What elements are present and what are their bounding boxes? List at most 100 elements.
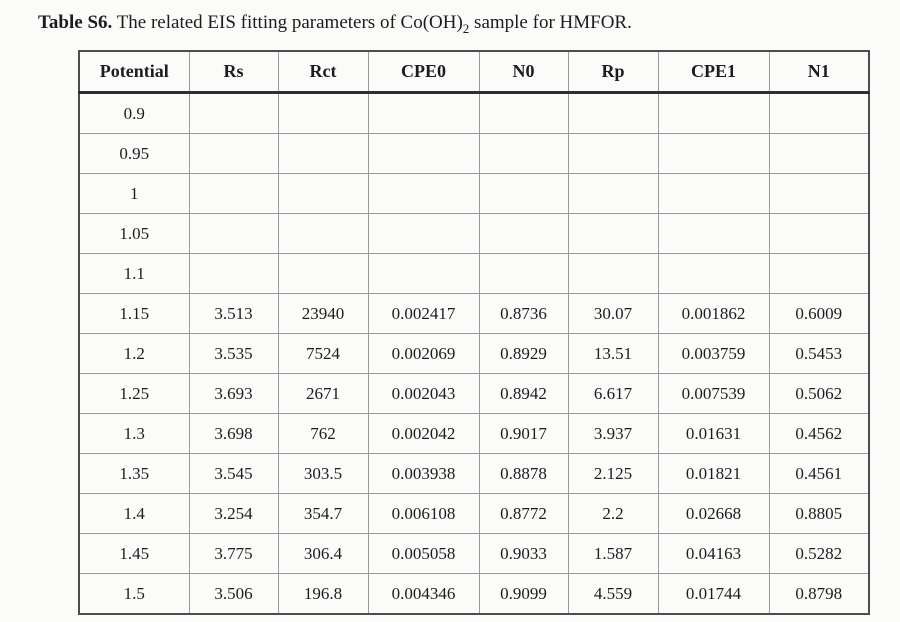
table-cell: 7524 [277, 333, 369, 374]
table-row: 1.45 3.775 306.4 0.005058 0.9033 1.587 0.04163… [78, 533, 870, 574]
table-cell: 0.9033 [478, 533, 569, 574]
table-cell: 0.5062 [768, 373, 870, 414]
column-header-cpe0: CPE0 [367, 50, 480, 94]
table-cell: 0.006108 [367, 493, 480, 534]
table-cell: 0.9099 [478, 573, 569, 615]
column-header-potential: Potential [78, 50, 190, 94]
column-header-rp: Rp [567, 50, 659, 94]
table-cell: 6.617 [567, 373, 659, 414]
table-cell: 0.8942 [478, 373, 569, 414]
table-cell [567, 92, 659, 134]
table-row: 1.05 [78, 213, 870, 254]
table-cell: 1.3 [78, 413, 190, 454]
table-row: 1.3 3.698 762 0.002042 0.9017 3.937 0.01631 0.4… [78, 413, 870, 454]
table-caption-subscript: 2 [462, 20, 470, 36]
table-cell [478, 133, 569, 174]
table-cell: 0.002043 [367, 373, 480, 414]
table-cell [768, 133, 870, 174]
table-cell: 3.937 [567, 413, 659, 454]
table-cell: 354.7 [277, 493, 369, 534]
table-caption-label: Table S6. [38, 12, 113, 33]
table-cell: 196.8 [277, 573, 369, 615]
table-row: 1.25 3.693 2671 0.002043 0.8942 6.617 0.007539… [78, 373, 870, 414]
table-cell: 1.4 [78, 493, 190, 534]
table-cell: 30.07 [567, 293, 659, 334]
table-cell: 1.2 [78, 333, 190, 374]
table-cell: 0.003759 [657, 333, 770, 374]
table-caption: Table S6. The related EIS fitting parame… [38, 11, 632, 35]
table-cell [478, 173, 569, 214]
table-cell: 0.01821 [657, 453, 770, 494]
table-cell [277, 173, 369, 214]
table-cell [367, 213, 480, 254]
table-cell: 2.2 [567, 493, 659, 534]
table-row: 0.9 [78, 92, 870, 134]
table-cell [768, 253, 870, 294]
table-row: 1.5 3.506 196.8 0.004346 0.9099 4.559 0.01744 0… [78, 573, 870, 615]
table-cell: 2671 [277, 373, 369, 414]
table-cell [478, 92, 569, 134]
table-cell: 0.8772 [478, 493, 569, 534]
table-cell: 0.003938 [367, 453, 480, 494]
table-cell [478, 253, 569, 294]
table-cell: 1.5 [78, 573, 190, 615]
table-cell: 0.02668 [657, 493, 770, 534]
table-cell: 3.545 [188, 453, 279, 494]
table-cell: 1.15 [78, 293, 190, 334]
table-cell: 0.005058 [367, 533, 480, 574]
table-cell [188, 253, 279, 294]
table-cell [188, 213, 279, 254]
table-cell [478, 213, 569, 254]
table-cell [367, 253, 480, 294]
column-header-cpe1: CPE1 [657, 50, 770, 94]
table-row: 1 [78, 173, 870, 214]
table-cell [657, 253, 770, 294]
table-cell [567, 133, 659, 174]
table-cell [277, 213, 369, 254]
table-cell: 0.5453 [768, 333, 870, 374]
table-cell: 1.35 [78, 453, 190, 494]
table-cell: 0.002069 [367, 333, 480, 374]
table-cell: 1.1 [78, 253, 190, 294]
table-cell [277, 92, 369, 134]
table-cell [768, 213, 870, 254]
table-cell: 0.4562 [768, 413, 870, 454]
table-cell [277, 253, 369, 294]
column-header-rs: Rs [188, 50, 279, 94]
column-header-rct: Rct [277, 50, 369, 94]
table-cell: 2.125 [567, 453, 659, 494]
table-cell: 1 [78, 173, 190, 214]
table-cell: 0.4561 [768, 453, 870, 494]
table-cell [188, 173, 279, 214]
table-cell [768, 92, 870, 134]
table-cell: 3.775 [188, 533, 279, 574]
table-cell [567, 213, 659, 254]
table-cell: 0.01744 [657, 573, 770, 615]
table-row: 0.95 [78, 133, 870, 174]
table-cell: 1.587 [567, 533, 659, 574]
table-row: 1.1 [78, 253, 870, 294]
table-caption-text-post: sample for HMFOR. [469, 12, 632, 33]
eis-parameters-table: Potential Rs Rct CPE0 N0 Rp CPE1 N1 0.9 0… [78, 50, 870, 615]
column-header-n1: N1 [768, 50, 870, 94]
table-cell: 0.04163 [657, 533, 770, 574]
table-caption-text-pre: The related EIS fitting parameters of Co… [112, 12, 463, 33]
table-cell: 0.002417 [367, 293, 480, 334]
table-header-row: Potential Rs Rct CPE0 N0 Rp CPE1 N1 [78, 50, 870, 94]
table-cell: 0.8878 [478, 453, 569, 494]
table-cell: 0.9 [78, 92, 190, 134]
table-cell: 0.8798 [768, 573, 870, 615]
table-cell: 23940 [277, 293, 369, 334]
table-cell: 1.25 [78, 373, 190, 414]
table-cell: 3.254 [188, 493, 279, 534]
table-cell: 0.8736 [478, 293, 569, 334]
table-cell: 0.007539 [657, 373, 770, 414]
table-cell [277, 133, 369, 174]
table-cell [657, 92, 770, 134]
table-cell: 0.95 [78, 133, 190, 174]
table-cell [768, 173, 870, 214]
table-cell: 303.5 [277, 453, 369, 494]
eis-parameters-table-container: Potential Rs Rct CPE0 N0 Rp CPE1 N1 0.9 0… [78, 50, 870, 615]
table-cell: 0.8929 [478, 333, 569, 374]
table-cell: 3.535 [188, 333, 279, 374]
